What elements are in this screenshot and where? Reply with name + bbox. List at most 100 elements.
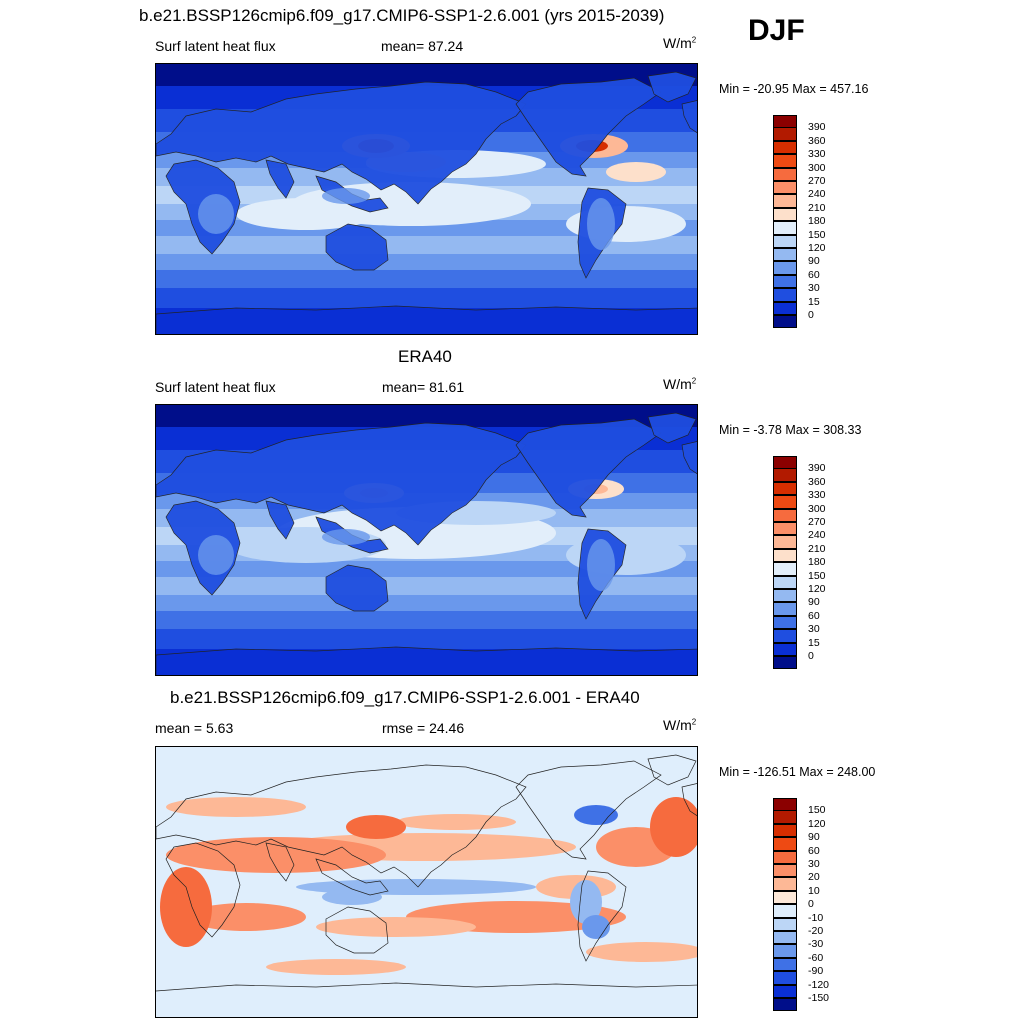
colorbar-swatch [773, 629, 797, 643]
colorbar-tick-label: 90 [808, 255, 820, 268]
coastline-antarctica [156, 982, 697, 992]
latitude-band [156, 254, 697, 270]
colorbar-tick-label: 90 [808, 596, 820, 609]
colorbar-tick-label: 390 [808, 462, 826, 475]
colorbar-tick-label: 120 [808, 583, 826, 595]
panel-2-title: ERA40 [398, 347, 452, 366]
coastline-samerica [577, 870, 627, 962]
panel-2-variable-label: Surf latent heat flux [155, 379, 276, 395]
colorbar-swatch [773, 998, 797, 1012]
flux-contour-region [606, 162, 666, 182]
colorbar-tick-label: 15 [808, 636, 820, 649]
colorbar-swatch [773, 115, 797, 129]
colorbar-tick-label: 60 [808, 268, 820, 281]
land-australia [325, 564, 389, 612]
panel-3-mean-label: mean = 5.63 [155, 720, 234, 736]
latitude-band [156, 561, 697, 577]
colorbar-swatch [773, 984, 797, 998]
panel-3-title: b.e21.BSSP126cmip6.f09_g17.CMIP6-SSP1-2.… [170, 688, 640, 707]
panel-3-map [155, 746, 698, 1018]
latitude-band [156, 611, 697, 629]
colorbar-tick-label: 180 [808, 556, 826, 569]
colorbar-tick-label: 120 [808, 817, 826, 830]
colorbar-tick-label: 0 [808, 650, 814, 662]
colorbar-tick-label: 10 [808, 884, 820, 897]
colorbar-swatch [773, 481, 797, 496]
colorbar-tick-label: 300 [808, 502, 826, 515]
panel-3-map-field [156, 747, 697, 1017]
land-flux-region [198, 194, 234, 234]
colorbar-swatch [773, 522, 797, 536]
difference-positive-region [396, 814, 516, 830]
land-antarctica [156, 305, 697, 334]
panel-2-map [155, 404, 698, 676]
colorbar-swatch [773, 798, 797, 812]
colorbar-tick-label: -150 [808, 992, 830, 1004]
colorbar-swatch [773, 575, 797, 589]
land-namerica [515, 77, 662, 177]
colorbar-swatch [773, 194, 797, 208]
colorbar-tick-label: 30 [808, 282, 820, 295]
panel-2-minmax: Min = -3.78 Max = 308.33 [719, 423, 862, 437]
colorbar-tick-label: 360 [808, 134, 826, 147]
colorbar-tick-label: 150 [808, 569, 826, 582]
colorbar-tick-label: -90 [808, 965, 824, 978]
land-australia [325, 223, 389, 271]
colorbar-tick-label: 150 [808, 228, 826, 241]
land-flux-region [322, 188, 370, 204]
difference-positive-region [586, 942, 697, 962]
difference-negative-region [570, 880, 602, 924]
colorbar-swatch [773, 548, 797, 563]
colorbar-swatch [773, 957, 797, 972]
land-europe_w [681, 441, 697, 475]
difference-negative-region [574, 805, 618, 825]
panel-3-minmax: Min = -126.51 Max = 248.00 [719, 765, 876, 779]
colorbar-tick-label: 330 [808, 148, 826, 161]
colorbar-swatch [773, 207, 797, 222]
panel-1-units: W/m2 [663, 35, 697, 51]
colorbar-swatch [773, 864, 797, 878]
coastline-india [265, 842, 295, 882]
difference-positive-region [186, 903, 306, 931]
difference-positive-region [166, 837, 386, 873]
colorbar-tick-label: 60 [808, 844, 820, 857]
land-flux-region [198, 535, 234, 575]
colorbar-swatch [773, 234, 797, 248]
colorbar-swatch [773, 615, 797, 630]
colorbar-swatch [773, 274, 797, 289]
latitude-band [156, 236, 697, 254]
panel-3-units: W/m2 [663, 717, 697, 733]
season-label: DJF [748, 14, 805, 47]
panel-2-mean-label: mean= 81.61 [382, 379, 465, 395]
colorbar-tick-label: 330 [808, 489, 826, 502]
latitude-band [156, 595, 697, 611]
colorbar-swatch [773, 261, 797, 275]
panel-1-minmax: Min = -20.95 Max = 457.16 [719, 82, 869, 96]
colorbar-swatch [773, 181, 797, 195]
land-india [265, 159, 295, 199]
colorbar-swatch [773, 931, 797, 945]
colorbar-swatch [773, 890, 797, 905]
colorbar-swatch [773, 589, 797, 603]
colorbar-tick-label: 0 [808, 309, 814, 321]
colorbar-tick-label: 270 [808, 516, 826, 528]
land-namerica [515, 418, 662, 518]
colorbar-swatch [773, 221, 797, 235]
colorbar-tick-label: -10 [808, 911, 824, 924]
colorbar-swatch [773, 315, 797, 329]
land-flux-region [587, 198, 615, 250]
colorbar-tick-label: 360 [808, 475, 826, 488]
land-flux-region [587, 539, 615, 591]
colorbar-tick-label: -120 [808, 978, 830, 991]
latitude-band [156, 64, 697, 86]
colorbar-swatch [773, 562, 797, 576]
colorbar-swatch [773, 642, 797, 656]
panel-1-map [155, 63, 698, 335]
colorbar-tick-label: 240 [808, 188, 826, 201]
coastline-seasia [315, 858, 389, 896]
colorbar-swatch [773, 248, 797, 262]
land-india [265, 500, 295, 540]
colorbar-tick-label: 90 [808, 831, 820, 844]
coastline-australia [325, 906, 389, 954]
colorbar-tick-label: 60 [808, 609, 820, 622]
